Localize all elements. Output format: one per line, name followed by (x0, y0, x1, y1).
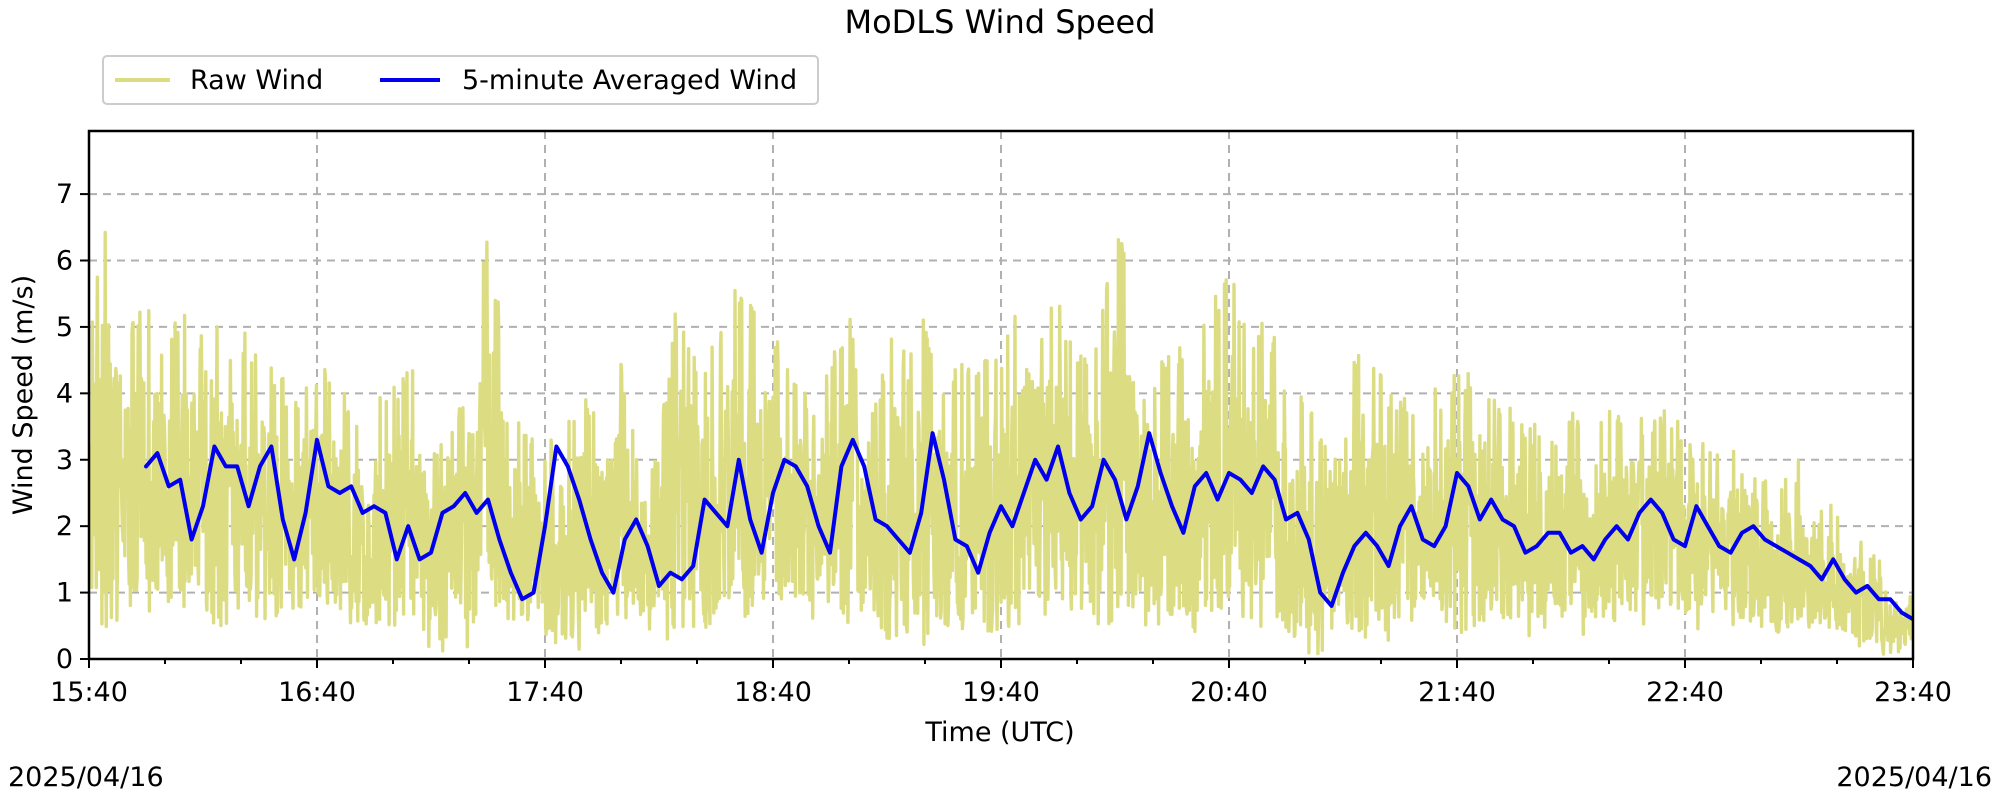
y-tick-label: 3 (56, 445, 73, 476)
axes: 15:40 16:40 17:40 18:40 19:40 20:40 21:40 22:40… (50, 179, 1952, 708)
y-axis-label: Wind Speed (m/s) (8, 275, 39, 515)
legend-label-avg: 5-minute Averaged Wind (462, 65, 797, 96)
y-tick-label: 7 (56, 179, 73, 210)
x-tick-label: 23:40 (1874, 677, 1952, 708)
x-tick-label: 16:40 (278, 677, 356, 708)
x-tick-label: 15:40 (50, 677, 128, 708)
chart-title: MoDLS Wind Speed (844, 3, 1155, 41)
x-tick-label: 20:40 (1190, 677, 1268, 708)
date-left: 2025/04/16 (8, 762, 164, 793)
x-tick-label: 22:40 (1646, 677, 1724, 708)
x-tick-label: 19:40 (962, 677, 1040, 708)
raw-wind-series (89, 230, 1913, 656)
x-tick-label: 21:40 (1418, 677, 1496, 708)
y-tick-label: 2 (56, 511, 73, 542)
date-right: 2025/04/16 (1836, 762, 1992, 793)
y-tick-label: 1 (56, 578, 73, 609)
legend-box (102, 55, 819, 105)
x-tick-label: 18:40 (734, 677, 812, 708)
averaged-wind-series (144, 431, 1913, 622)
x-tick-label: 17:40 (506, 677, 584, 708)
legend-label-raw: Raw Wind (190, 65, 323, 96)
legend: Raw Wind 5-minute Averaged Wind (102, 55, 819, 105)
y-tick-label: 5 (56, 312, 73, 343)
y-tick-label: 6 (56, 246, 73, 277)
raw-wind-line (89, 230, 1913, 656)
x-axis-label: Time (UTC) (924, 717, 1074, 748)
averaged-wind-line (144, 431, 1913, 622)
y-tick-label: 4 (56, 378, 73, 409)
y-tick-label: 0 (56, 644, 73, 675)
